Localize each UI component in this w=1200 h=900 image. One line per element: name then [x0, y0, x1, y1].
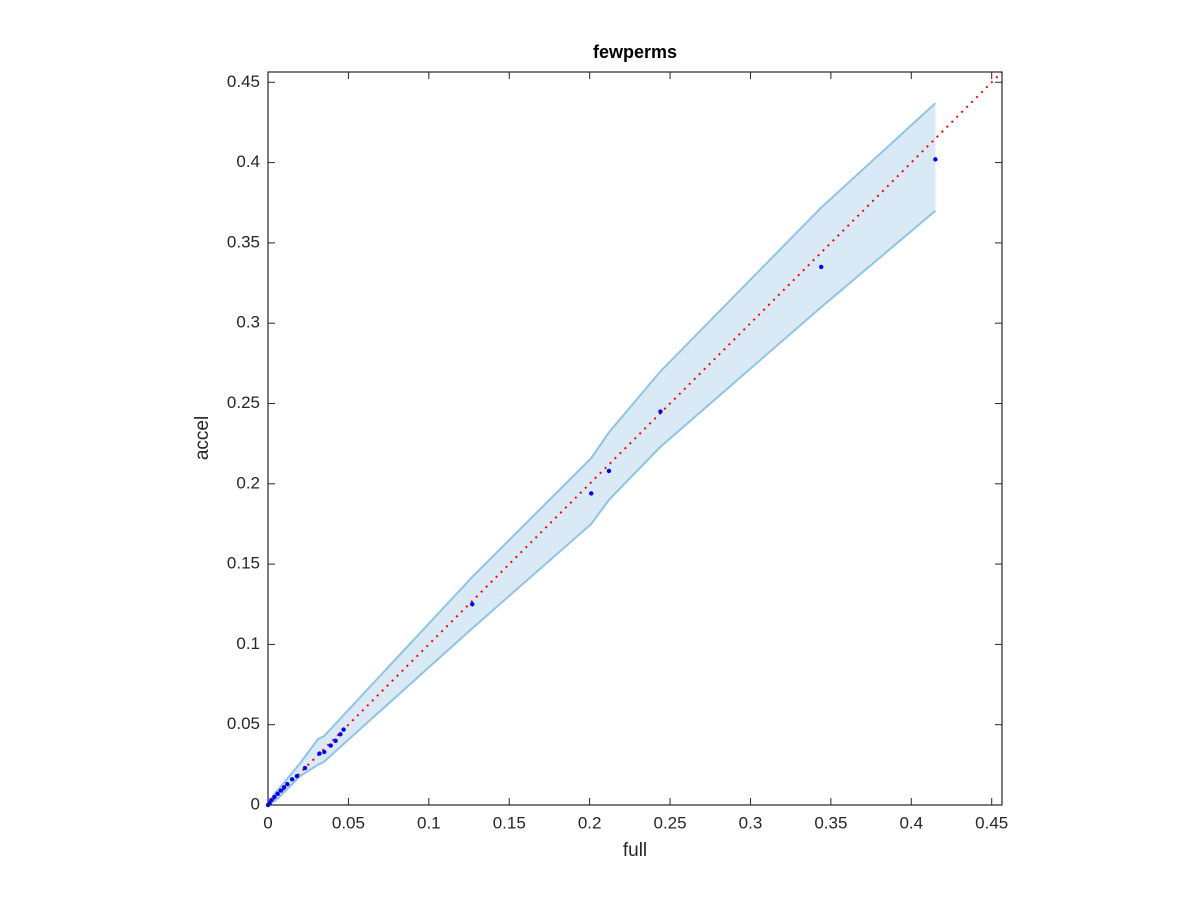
data-point [281, 785, 287, 790]
data-point [317, 751, 322, 756]
x-tick-label: 0.35 [814, 813, 847, 832]
data-point [589, 491, 594, 496]
y-tick-label: 0.2 [236, 473, 260, 492]
data-point [658, 409, 663, 414]
data-point [606, 468, 612, 474]
y-tick-label: 0.4 [236, 152, 260, 171]
data-point [333, 738, 338, 743]
x-axis-label: full [623, 840, 647, 861]
data-point [272, 794, 277, 800]
x-tick-label: 0.05 [332, 813, 365, 832]
data-point [285, 781, 290, 787]
axes-box [267, 71, 1003, 806]
reference-line [267, 71, 1003, 806]
data-point [275, 791, 280, 796]
y-tick-label: 0.35 [227, 232, 260, 251]
y-tick-label: 0.45 [227, 72, 260, 91]
y-tick-label: 0.25 [227, 393, 260, 412]
y-tick-label: 0.1 [236, 634, 260, 653]
band-lower-edge [267, 209, 937, 806]
y-tick-label: 0.3 [236, 313, 260, 332]
x-tick-label: 0.4 [899, 813, 923, 832]
x-tick-label: 0.25 [654, 813, 687, 832]
x-tick-label: 0 [263, 813, 272, 832]
data-point [933, 157, 938, 162]
data-point [322, 749, 327, 755]
y-axis-label: accel [192, 416, 213, 460]
data-point [294, 773, 300, 779]
x-tick-label: 0.1 [417, 813, 441, 832]
data-point [341, 727, 346, 732]
data-point [819, 264, 824, 270]
x-tick-label: 0.3 [739, 813, 763, 832]
data-point [328, 743, 333, 748]
chart-title: fewperms [593, 42, 677, 62]
y-tick-label: 0.15 [227, 554, 260, 573]
data-point [289, 777, 295, 782]
data-point [278, 788, 284, 793]
x-tick-label: 0.2 [578, 813, 602, 832]
y-tick-label: 0.05 [227, 714, 260, 733]
data-point [302, 765, 308, 771]
data-point [470, 602, 475, 607]
band-upper-edge [267, 102, 937, 804]
x-tick-label: 0.45 [975, 813, 1008, 832]
data-point [338, 732, 343, 737]
confidence-band [268, 103, 936, 805]
y-tick-label: 0 [251, 794, 260, 813]
x-tick-label: 0.15 [493, 813, 526, 832]
